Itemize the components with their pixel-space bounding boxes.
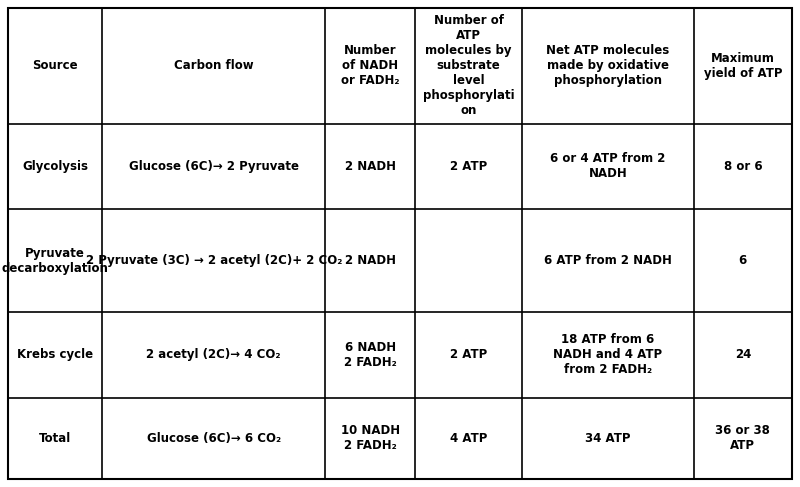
Text: 2 NADH: 2 NADH: [345, 254, 396, 267]
Text: Number of
ATP
molecules by
substrate
level
phosphorylati
on: Number of ATP molecules by substrate lev…: [422, 14, 514, 117]
Text: 6 NADH
2 FADH₂: 6 NADH 2 FADH₂: [344, 341, 397, 369]
Text: 6 or 4 ATP from 2
NADH: 6 or 4 ATP from 2 NADH: [550, 152, 666, 180]
Text: 2 ATP: 2 ATP: [450, 160, 487, 173]
Text: 24: 24: [734, 348, 751, 361]
Text: Glucose (6C)→ 6 CO₂: Glucose (6C)→ 6 CO₂: [146, 432, 281, 445]
Text: Total: Total: [39, 432, 71, 445]
Text: Source: Source: [32, 59, 78, 72]
Text: 6: 6: [738, 254, 747, 267]
Text: 8 or 6: 8 or 6: [723, 160, 762, 173]
Text: 2 ATP: 2 ATP: [450, 348, 487, 361]
Text: Glucose (6C)→ 2 Pyruvate: Glucose (6C)→ 2 Pyruvate: [129, 160, 298, 173]
Text: Pyruvate
decarboxylation: Pyruvate decarboxylation: [2, 246, 109, 275]
Text: 2 Pyruvate (3C) → 2 acetyl (2C)+ 2 CO₂: 2 Pyruvate (3C) → 2 acetyl (2C)+ 2 CO₂: [86, 254, 342, 267]
Text: Glycolysis: Glycolysis: [22, 160, 88, 173]
Text: Krebs cycle: Krebs cycle: [17, 348, 93, 361]
Text: 2 NADH: 2 NADH: [345, 160, 396, 173]
Text: 36 or 38
ATP: 36 or 38 ATP: [715, 424, 770, 452]
Text: 18 ATP from 6
NADH and 4 ATP
from 2 FADH₂: 18 ATP from 6 NADH and 4 ATP from 2 FADH…: [554, 333, 662, 376]
Text: Number
of NADH
or FADH₂: Number of NADH or FADH₂: [341, 44, 399, 87]
Text: 10 NADH
2 FADH₂: 10 NADH 2 FADH₂: [341, 424, 400, 452]
Text: 4 ATP: 4 ATP: [450, 432, 487, 445]
Text: Carbon flow: Carbon flow: [174, 59, 254, 72]
Text: 2 acetyl (2C)→ 4 CO₂: 2 acetyl (2C)→ 4 CO₂: [146, 348, 281, 361]
Text: Maximum
yield of ATP: Maximum yield of ATP: [704, 52, 782, 80]
Text: 6 ATP from 2 NADH: 6 ATP from 2 NADH: [544, 254, 672, 267]
Text: Net ATP molecules
made by oxidative
phosphorylation: Net ATP molecules made by oxidative phos…: [546, 44, 670, 87]
Text: 34 ATP: 34 ATP: [585, 432, 630, 445]
